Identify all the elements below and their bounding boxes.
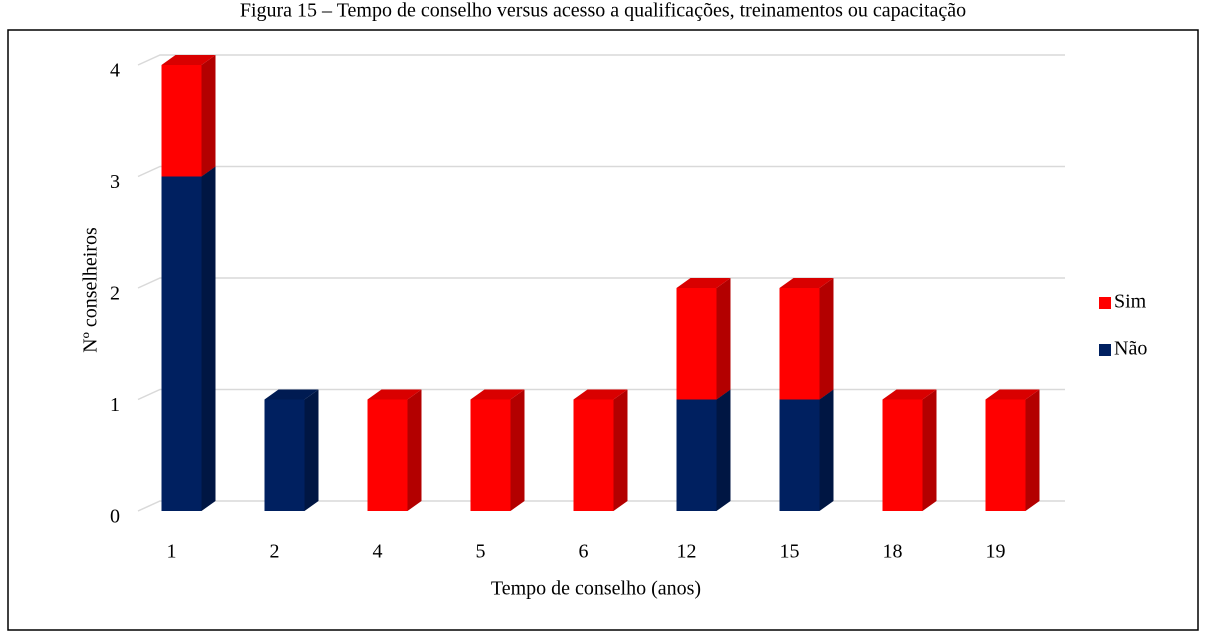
bar-top xyxy=(882,389,937,400)
chart-title: Figura 15 – Tempo de conselho versus ace… xyxy=(240,0,966,22)
bar-side xyxy=(1025,389,1040,511)
bar xyxy=(676,288,717,400)
bar-side xyxy=(304,389,319,511)
bar-top xyxy=(470,389,525,400)
bar-side xyxy=(819,389,834,511)
bar-side xyxy=(716,278,731,400)
bar xyxy=(161,176,202,511)
legend-swatch xyxy=(1099,297,1111,309)
bar-top xyxy=(367,389,422,400)
bar-top xyxy=(573,389,628,400)
bar xyxy=(470,399,511,511)
grid-line xyxy=(137,165,1065,178)
grid-line xyxy=(137,277,1065,289)
bar-side xyxy=(201,166,216,511)
y-tick-label: 4 xyxy=(110,60,120,82)
bar xyxy=(264,399,305,511)
legend-swatch xyxy=(1099,344,1111,356)
bar xyxy=(367,399,408,511)
y-tick-label: 2 xyxy=(110,283,120,305)
bar-side xyxy=(613,389,628,511)
x-tick-label: 6 xyxy=(579,541,589,563)
x-tick-label: 2 xyxy=(270,541,280,563)
legend-label: Não xyxy=(1114,338,1147,360)
bar-side xyxy=(407,389,422,511)
y-tick-label: 1 xyxy=(110,394,120,416)
bar xyxy=(985,399,1026,511)
grid-line xyxy=(137,500,1065,512)
grid-line xyxy=(137,54,1065,66)
bar xyxy=(676,399,717,511)
x-tick-label: 4 xyxy=(373,541,383,563)
bar-side xyxy=(922,389,937,511)
bar-top xyxy=(985,389,1040,400)
bar-side xyxy=(201,55,216,177)
x-tick-label: 12 xyxy=(677,541,697,563)
bar-top xyxy=(779,278,834,288)
x-tick-label: 5 xyxy=(476,541,486,563)
legend: Sim Não xyxy=(1099,291,1147,360)
bar xyxy=(573,399,614,511)
bar xyxy=(779,399,820,511)
bar xyxy=(779,288,820,400)
bar-top xyxy=(161,55,216,65)
grid-line xyxy=(137,388,1065,401)
bar-side xyxy=(510,389,525,511)
bar xyxy=(882,399,923,511)
legend-label: Sim xyxy=(1114,291,1147,313)
x-tick-label: 15 xyxy=(780,541,800,563)
x-tick-label: 1 xyxy=(167,541,177,563)
y-axis-title: Nº conselheiros xyxy=(80,227,102,353)
y-tick-label: 3 xyxy=(110,171,120,193)
x-tick-label: 19 xyxy=(986,541,1006,563)
bar-top xyxy=(676,278,731,288)
bar-top xyxy=(264,389,319,400)
x-axis-title: Tempo de conselho (anos) xyxy=(491,578,701,600)
y-tick-label: 0 xyxy=(110,506,120,528)
x-tick-label: 18 xyxy=(883,541,903,563)
bar xyxy=(161,65,202,177)
bar-side xyxy=(819,278,834,400)
bar-side xyxy=(716,389,731,511)
